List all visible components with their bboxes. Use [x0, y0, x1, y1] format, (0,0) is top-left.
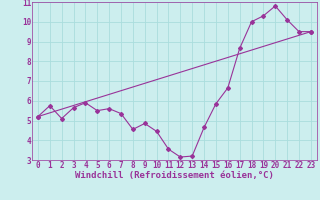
X-axis label: Windchill (Refroidissement éolien,°C): Windchill (Refroidissement éolien,°C): [75, 171, 274, 180]
